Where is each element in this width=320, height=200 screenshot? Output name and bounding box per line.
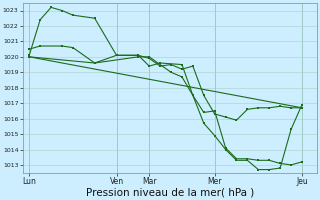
X-axis label: Pression niveau de la mer( hPa ): Pression niveau de la mer( hPa ): [86, 187, 254, 197]
